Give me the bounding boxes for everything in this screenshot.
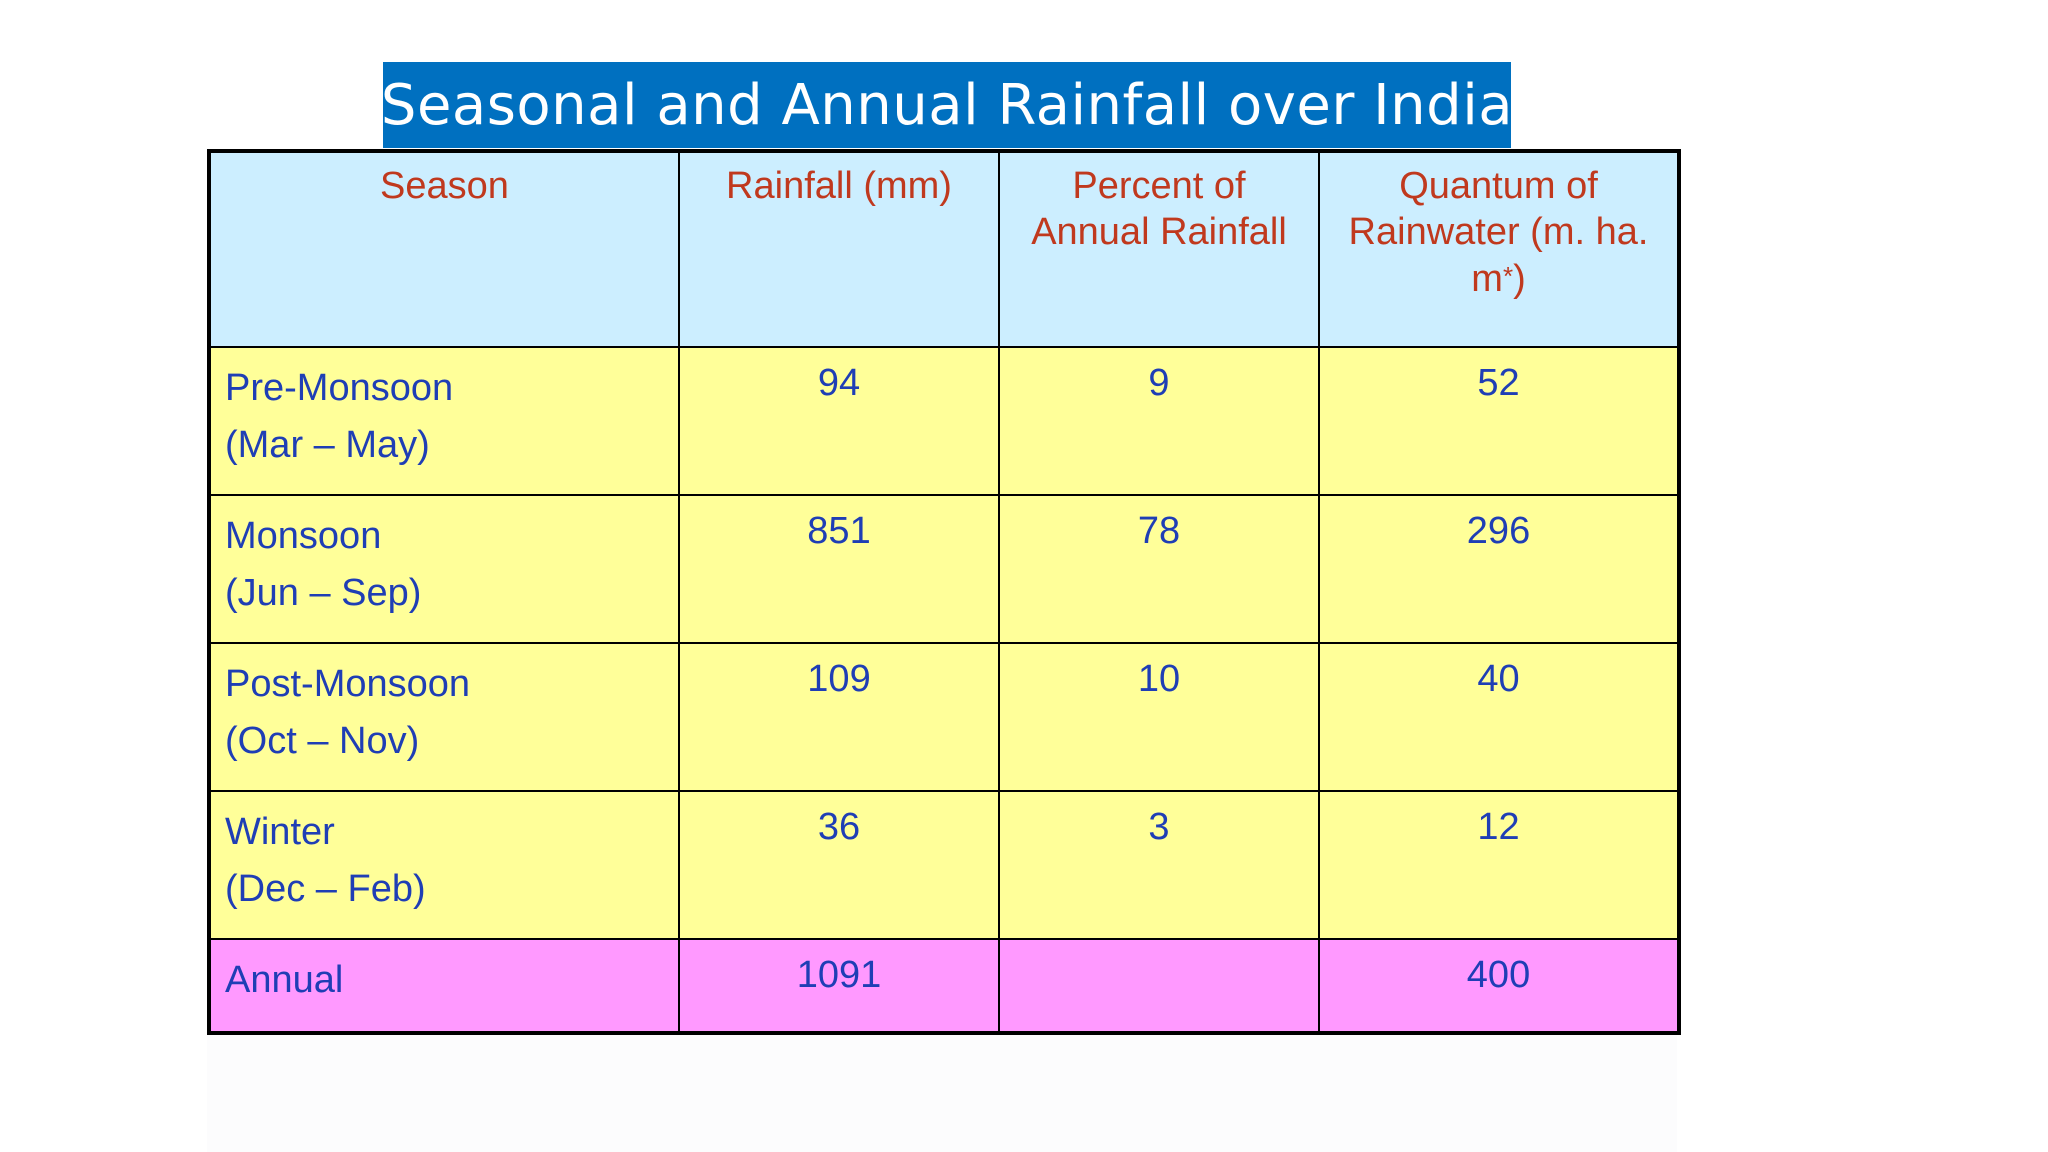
season-months: (Jun – Sep) [225,572,422,614]
season-cell: Post-Monsoon (Oct – Nov) [208,642,680,792]
annual-row: Annual 1091 400 [208,938,1680,1034]
annual-rainfall: 1091 [678,938,1000,1034]
season-cell: Winter (Dec – Feb) [208,790,680,940]
season-name: Winter [225,811,335,853]
quantum-cell: 40 [1318,642,1680,792]
rainfall-cell: 36 [678,790,1000,940]
page-title: Seasonal and Annual Rainfall over India [381,62,1513,148]
season-months: (Oct – Nov) [225,720,420,762]
annual-label: Annual [208,938,680,1034]
header-rainfall: Rainfall (mm) [678,150,1000,348]
percent-cell: 78 [998,494,1320,644]
quantum-cell: 52 [1318,346,1680,496]
table-header-row: Season Rainfall (mm) Percent of Annual R… [208,150,1680,348]
header-season: Season [208,150,680,348]
annual-quantum: 400 [1318,938,1680,1034]
table-row: Pre-Monsoon (Mar – May) 94 9 52 [208,346,1680,496]
season-months: (Dec – Feb) [225,868,426,910]
table-row: Post-Monsoon (Oct – Nov) 109 10 40 [208,642,1680,792]
header-percent: Percent of Annual Rainfall [998,150,1320,348]
season-name: Post-Monsoon [225,663,471,705]
background-panel [207,1035,1677,1152]
quantum-cell: 12 [1318,790,1680,940]
rainfall-cell: 851 [678,494,1000,644]
header-quantum: Quantum of Rainwater (m. ha. m*) [1318,150,1680,348]
percent-cell: 9 [998,346,1320,496]
season-name: Monsoon [225,515,382,557]
quantum-cell: 296 [1318,494,1680,644]
season-cell: Monsoon (Jun – Sep) [208,494,680,644]
rainfall-cell: 109 [678,642,1000,792]
annual-percent [998,938,1320,1034]
rainfall-table: Season Rainfall (mm) Percent of Annual R… [207,149,1681,1035]
percent-cell: 10 [998,642,1320,792]
asterisk-mark: * [1502,260,1514,291]
season-name: Pre-Monsoon [225,367,454,409]
table-row: Monsoon (Jun – Sep) 851 78 296 [208,494,1680,644]
season-cell: Pre-Monsoon (Mar – May) [208,346,680,496]
percent-cell: 3 [998,790,1320,940]
rainfall-cell: 94 [678,346,1000,496]
season-months: (Mar – May) [225,424,430,466]
table-row: Winter (Dec – Feb) 36 3 12 [208,790,1680,940]
